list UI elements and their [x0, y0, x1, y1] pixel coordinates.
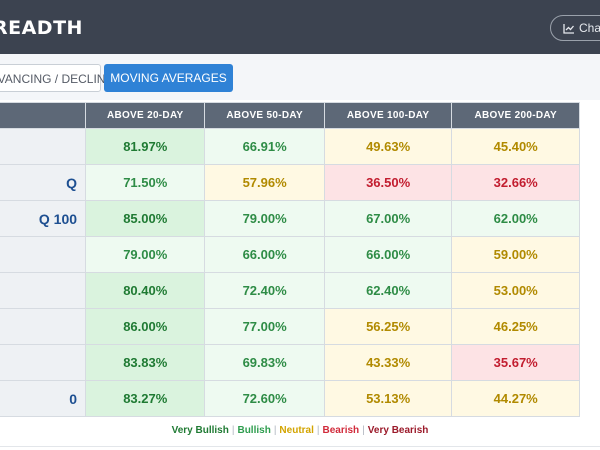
divider — [0, 446, 600, 447]
value-cell: 44.27% — [451, 380, 580, 417]
value-cell: 56.25% — [323, 308, 453, 345]
value-cell: 57.96% — [204, 164, 325, 201]
value-cell: 35.67% — [451, 344, 580, 381]
value-cell: 66.00% — [323, 236, 453, 273]
chart-button[interactable]: Chart — [550, 15, 600, 41]
index-column-header — [0, 102, 87, 129]
index-name-cell[interactable]: Q — [0, 164, 87, 201]
value-cell: 83.27% — [85, 380, 206, 417]
legend-bearish: Bearish — [322, 425, 360, 436]
table-row[interactable]: 0 83.27% 72.60% 53.13% 44.27% — [0, 380, 580, 417]
value-cell: 32.66% — [451, 164, 580, 201]
value-cell: 62.40% — [323, 272, 453, 309]
value-cell: 79.00% — [204, 200, 325, 237]
legend-neutral: Neutral — [279, 425, 314, 436]
value-cell: 72.60% — [204, 380, 325, 417]
value-cell: 53.00% — [451, 272, 580, 309]
page-title: BREADTH — [0, 17, 83, 39]
value-cell: 66.00% — [204, 236, 325, 273]
value-cell: 62.00% — [451, 200, 580, 237]
tab-moving-averages[interactable]: MOVING AVERAGES — [104, 64, 233, 92]
index-name-cell[interactable] — [0, 308, 87, 345]
line-chart-icon — [563, 24, 574, 34]
table-row[interactable]: 80.40% 72.40% 62.40% 53.00% — [0, 272, 580, 309]
value-cell: 69.83% — [204, 344, 325, 381]
index-name-cell[interactable] — [0, 344, 87, 381]
value-cell: 77.00% — [204, 308, 325, 345]
table-row[interactable]: 83.83% 69.83% 43.33% 35.67% — [0, 344, 580, 381]
value-cell: 79.00% — [85, 236, 206, 273]
value-cell: 36.50% — [323, 164, 453, 201]
table-row[interactable]: 86.00% 77.00% 56.25% 46.25% — [0, 308, 580, 345]
value-cell: 67.00% — [323, 200, 453, 237]
breadth-table: ABOVE 20-DAY ABOVE 50-DAY ABOVE 100-DAY … — [0, 102, 600, 418]
value-cell: 85.00% — [85, 200, 206, 237]
column-header-50-day: ABOVE 50-DAY — [204, 102, 325, 129]
index-name-cell[interactable] — [0, 128, 87, 165]
value-cell: 49.63% — [323, 128, 453, 165]
table-header-row: ABOVE 20-DAY ABOVE 50-DAY ABOVE 100-DAY … — [0, 102, 580, 129]
table-row[interactable]: 79.00% 66.00% 66.00% 59.00% — [0, 236, 580, 273]
app-header: BREADTH Chart — [0, 0, 600, 54]
table-row[interactable]: 81.97% 66.91% 49.63% 45.40% — [0, 128, 580, 165]
value-cell: 45.40% — [451, 128, 580, 165]
tab-bar: ADVANCING / DECLINING MOVING AVERAGES — [0, 54, 600, 100]
value-cell: 83.83% — [85, 344, 206, 381]
legend-very-bullish: Very Bullish — [171, 425, 229, 436]
color-legend: Very Bullish | Bullish | Neutral | Bearish | Ver… — [171, 425, 429, 436]
value-cell: 86.00% — [85, 308, 206, 345]
table-row[interactable]: Q 71.50% 57.96% 36.50% 32.66% — [0, 164, 580, 201]
index-name-cell[interactable] — [0, 236, 87, 273]
value-cell: 53.13% — [323, 380, 453, 417]
legend-bullish: Bullish — [237, 425, 271, 436]
index-name-cell[interactable] — [0, 272, 87, 309]
tab-advancing-declining[interactable]: ADVANCING / DECLINING — [0, 64, 127, 92]
column-header-100-day: ABOVE 100-DAY — [323, 102, 453, 129]
column-header-200-day: ABOVE 200-DAY — [451, 102, 580, 129]
legend-very-bearish: Very Bearish — [367, 425, 429, 436]
value-cell: 72.40% — [204, 272, 325, 309]
table-row[interactable]: Q 100 85.00% 79.00% 67.00% 62.00% — [0, 200, 580, 237]
index-name-cell[interactable]: Q 100 — [0, 200, 87, 237]
value-cell: 80.40% — [85, 272, 206, 309]
chart-button-label: Chart — [579, 21, 600, 35]
value-cell: 59.00% — [451, 236, 580, 273]
column-header-20-day: ABOVE 20-DAY — [85, 102, 206, 129]
index-name-cell[interactable]: 0 — [0, 380, 87, 417]
value-cell: 81.97% — [85, 128, 206, 165]
value-cell: 66.91% — [204, 128, 325, 165]
value-cell: 46.25% — [451, 308, 580, 345]
moving-average-table: ABOVE 20-DAY ABOVE 50-DAY ABOVE 100-DAY … — [0, 102, 580, 417]
value-cell: 43.33% — [323, 344, 453, 381]
value-cell: 71.50% — [85, 164, 206, 201]
